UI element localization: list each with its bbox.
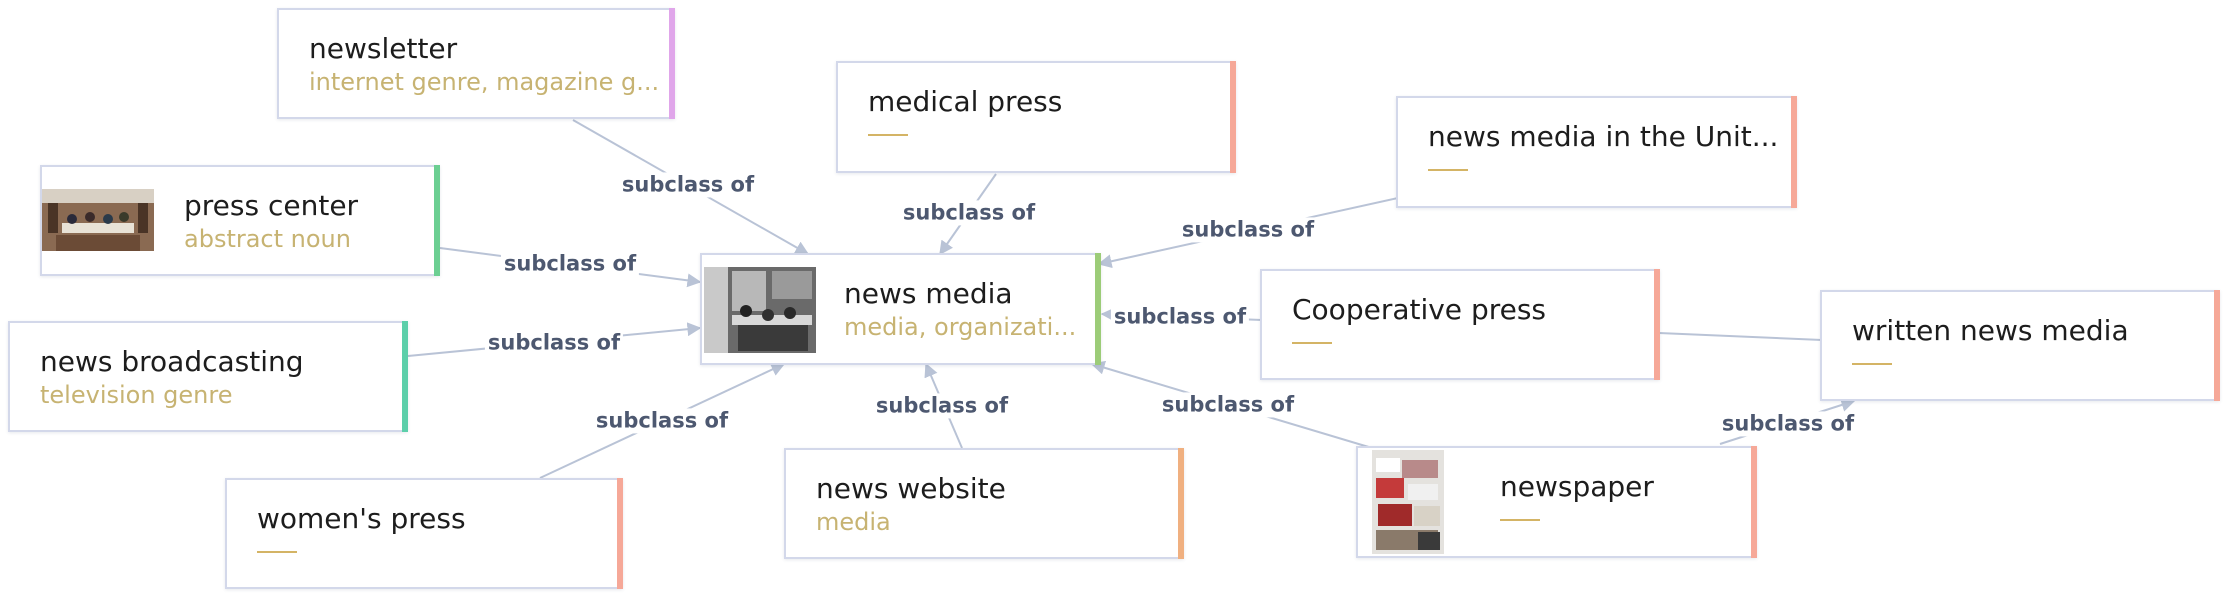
node-subtitle: internet genre, magazine g...	[309, 68, 660, 96]
node-womens-press[interactable]: women's press	[225, 478, 623, 589]
node-news-media[interactable]: news media media, organizati...	[700, 253, 1101, 365]
node-newspaper[interactable]: newspaper	[1356, 446, 1757, 558]
node-title: news broadcasting	[40, 345, 304, 378]
empty-description-line	[1292, 342, 1332, 344]
node-title: women's press	[257, 502, 466, 535]
node-written-news-media[interactable]: written news media	[1820, 290, 2220, 401]
node-news-website[interactable]: news website media	[784, 448, 1184, 559]
edge-cooperative-written	[1658, 332, 1823, 341]
edge-label-cooperative-press: subclass of	[1110, 304, 1250, 330]
node-medical-press[interactable]: medical press	[836, 61, 1236, 173]
node-accent	[1178, 448, 1184, 559]
node-subtitle: abstract noun	[184, 225, 351, 253]
node-accent	[669, 8, 675, 119]
node-title: Cooperative press	[1292, 293, 1547, 326]
node-title: medical press	[868, 85, 1063, 118]
node-cooperative-press[interactable]: Cooperative press	[1260, 269, 1660, 380]
node-news-broadcasting[interactable]: news broadcasting television genre	[8, 321, 408, 432]
node-title: press center	[184, 189, 359, 222]
node-title: news media	[844, 277, 1013, 310]
node-title: newsletter	[309, 32, 458, 65]
edge-label-news-broadcasting: subclass of	[484, 330, 624, 356]
node-accent	[617, 478, 623, 589]
node-accent	[1095, 253, 1101, 365]
empty-description-line	[1428, 169, 1468, 171]
node-accent	[434, 165, 440, 276]
empty-description-line	[1852, 363, 1892, 365]
node-subtitle: media, organizati...	[844, 313, 1077, 341]
edge-label-news-media-unit: subclass of	[1178, 217, 1318, 243]
node-title: news media in the Unit...	[1428, 120, 1779, 153]
news-media-thumbnail	[702, 255, 822, 363]
empty-description-line	[868, 134, 908, 136]
node-title: written news media	[1852, 314, 2129, 347]
node-press-center[interactable]: press center abstract noun	[40, 165, 440, 276]
edge-label-medical-press: subclass of	[899, 200, 1039, 226]
press-center-thumbnail	[42, 167, 154, 274]
node-accent	[402, 321, 408, 432]
node-title: newspaper	[1500, 470, 1654, 503]
edge-label-newspaper-written: subclass of	[1718, 411, 1858, 437]
newspaper-thumbnail	[1358, 448, 1458, 556]
edge-label-newspaper: subclass of	[1158, 392, 1298, 418]
node-accent	[1230, 61, 1236, 173]
node-accent	[1654, 269, 1660, 380]
edge-label-news-website: subclass of	[872, 393, 1012, 419]
node-accent	[1751, 446, 1757, 558]
empty-description-line	[257, 551, 297, 553]
edge-label-press-center: subclass of	[500, 251, 640, 277]
edge-label-womens-press: subclass of	[592, 408, 732, 434]
node-subtitle: media	[816, 508, 891, 536]
node-accent	[1791, 96, 1797, 208]
node-newsletter[interactable]: newsletter internet genre, magazine g...	[277, 8, 675, 119]
node-news-media-unit[interactable]: news media in the Unit...	[1396, 96, 1797, 208]
node-subtitle: television genre	[40, 381, 233, 409]
node-accent	[2214, 290, 2220, 401]
empty-description-line	[1500, 519, 1540, 521]
node-title: news website	[816, 472, 1006, 505]
edge-label-newsletter: subclass of	[618, 172, 758, 198]
